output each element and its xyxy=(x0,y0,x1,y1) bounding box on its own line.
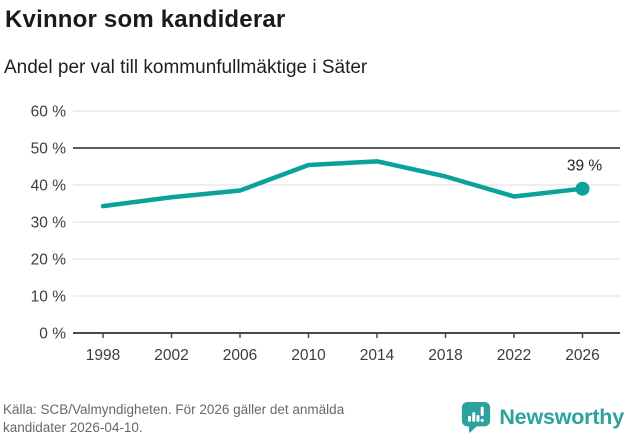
newsworthy-logo: Newsworthy xyxy=(460,400,624,434)
svg-text:40 %: 40 % xyxy=(31,178,67,195)
svg-text:2006: 2006 xyxy=(223,347,257,364)
svg-text:60 %: 60 % xyxy=(31,104,67,121)
svg-text:50 %: 50 % xyxy=(31,141,67,158)
svg-text:2010: 2010 xyxy=(291,347,326,364)
svg-text:1998: 1998 xyxy=(86,347,120,364)
svg-text:2002: 2002 xyxy=(154,347,188,364)
source-line-2: kandidater 2026-04-10. xyxy=(3,419,143,435)
bar-chart-speech-bubble-icon xyxy=(462,401,491,433)
trend-line xyxy=(100,159,585,209)
svg-text:2022: 2022 xyxy=(497,347,531,364)
svg-text:10 %: 10 % xyxy=(31,289,67,306)
line-chart: 60 % 50 % 40 % 30 % 20 % 10 % 0 % 1998 2002 2006 2… xyxy=(0,95,631,380)
source-line-1: Källa: SCB/Valmyndigheten. För 2026 gäll… xyxy=(3,402,345,417)
svg-text:2014: 2014 xyxy=(360,347,395,364)
end-value-label: 39 % xyxy=(567,158,603,175)
newsworthy-wordmark: Newsworthy xyxy=(499,404,624,429)
svg-text:0 %: 0 % xyxy=(39,326,66,343)
svg-text:20 %: 20 % xyxy=(31,252,67,269)
svg-text:2026: 2026 xyxy=(565,347,599,364)
chart-title: Kvinnor som kandiderar xyxy=(5,6,286,33)
end-point-marker xyxy=(575,181,590,196)
source-attribution: Källa: SCB/Valmyndigheten. För 2026 gäll… xyxy=(3,401,344,436)
line-chart-svg: 60 % 50 % 40 % 30 % 20 % 10 % 0 % 1998 2002 2006 2… xyxy=(31,104,620,364)
chart-subtitle: Andel per val till kommunfullmäktige i S… xyxy=(4,57,368,78)
svg-text:30 %: 30 % xyxy=(31,215,67,232)
svg-text:2018: 2018 xyxy=(428,347,462,364)
